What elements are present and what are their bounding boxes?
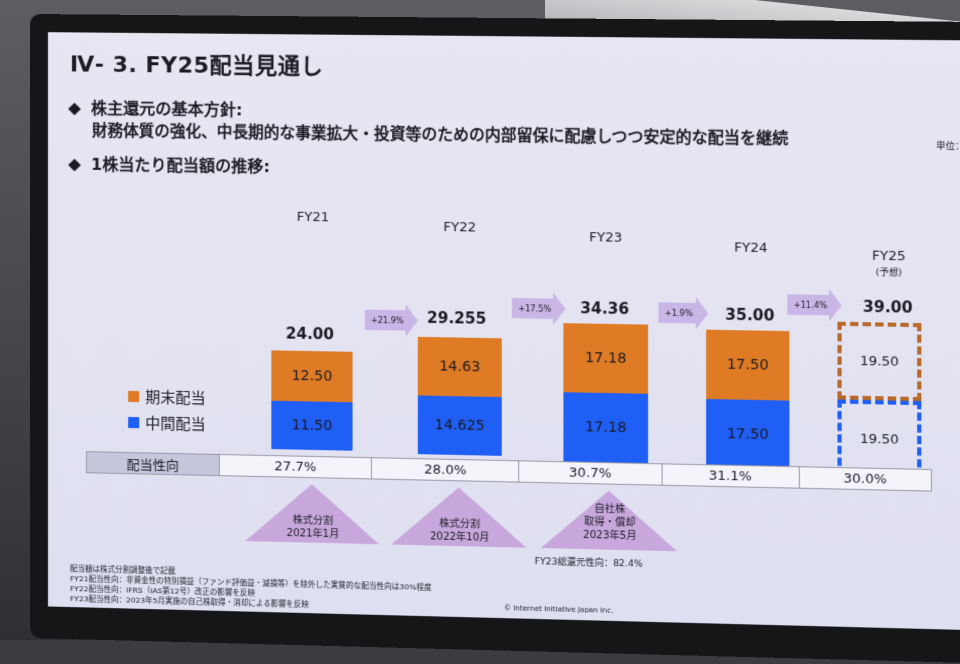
total-value: 35.00 (698, 305, 802, 325)
bullet-policy: 株主還元の基本方針: (70, 94, 242, 120)
fy-forecast-note: (予想) (842, 264, 936, 279)
slide: Ⅳ- 3. FY25配当見通し 株主還元の基本方針: 財務体質の強化、中長期的な… (48, 32, 960, 630)
policy-text: 財務体質の強化、中長期的な事業拡大・投資等のための内部留保に配慮しつつ安定的な配… (92, 119, 788, 149)
legend-year-end: 期末配当 (128, 386, 206, 409)
total-value: 24.00 (259, 324, 360, 344)
bar-year-end-forecast: 19.50 (837, 322, 921, 401)
legend-interim-label: 中間配当 (145, 412, 205, 434)
fy-label: FY22 (414, 219, 506, 236)
payout-ratio-cell: 31.1% (662, 464, 799, 487)
monitor: Ⅳ- 3. FY25配当見通し 株主還元の基本方針: 財務体質の強化、中長期的な… (30, 14, 960, 664)
bullet-dividend-label: 1株当たり配当額の推移: (91, 155, 270, 176)
payout-ratio-cell: 27.7% (220, 455, 372, 478)
total-value: 29.255 (406, 308, 508, 328)
bar-year-end: 12.50 (271, 350, 352, 402)
legend-swatch (128, 417, 139, 428)
bar-year-end: 17.50 (706, 330, 789, 401)
bar-year-end: 14.63 (418, 337, 502, 397)
bar-interim: 14.625 (418, 395, 502, 455)
total-value: 34.36 (553, 299, 656, 319)
diamond-bullet-icon (68, 103, 81, 116)
payout-ratio-row: 配当性向 27.7% 28.0% 30.7% 31.1% 30.0% (86, 451, 932, 491)
total-value: 39.00 (835, 297, 940, 317)
diamond-bullet-icon (68, 159, 81, 172)
legend-swatch (128, 391, 139, 402)
payout-ratio-cell: 30.0% (800, 467, 931, 490)
growth-arrow: +17.5% (512, 298, 553, 319)
growth-arrow: +11.4% (787, 294, 829, 315)
bar-interim: 17.18 (563, 392, 648, 463)
bar-interim: 17.50 (706, 399, 789, 470)
unit-label: 単位：円 (936, 139, 960, 153)
bullet-dividend: 1株当たり配当額の推移: (70, 150, 270, 177)
payout-ratio-cell: 28.0% (372, 458, 519, 481)
event-label: 自社株 取得・償却 2023年5月 (543, 501, 677, 544)
growth-arrow: +1.9% (658, 302, 695, 323)
bullet-policy-label: 株主還元の基本方針: (91, 99, 242, 120)
payout-ratio-header: 配当性向 (87, 452, 220, 475)
fy-label: FY25 (842, 248, 936, 265)
event-label: 株式分割 2021年1月 (247, 513, 379, 542)
payout-ratio-cell: 30.7% (520, 461, 663, 484)
footnote: FY23配当性向：2023年5月実施の自己株取得・消却による影響を反映 (70, 593, 309, 610)
fy-label: FY24 (704, 240, 798, 257)
slide-title: Ⅳ- 3. FY25配当見通し (70, 46, 323, 81)
fy-label: FY23 (559, 230, 652, 247)
legend-interim: 中間配当 (128, 412, 206, 435)
legend-year-end-label: 期末配当 (145, 386, 205, 408)
fy-label: FY21 (267, 209, 358, 225)
copyright: © Internet Initiative Japan Inc. (504, 604, 614, 615)
event-label: 株式分割 2022年10月 (393, 516, 526, 545)
bar-year-end: 17.18 (563, 323, 648, 394)
fy23-total-return: FY23総還元性向：82.4% (535, 554, 643, 570)
bar-interim: 11.50 (271, 401, 352, 451)
growth-arrow: +21.9% (365, 310, 406, 331)
